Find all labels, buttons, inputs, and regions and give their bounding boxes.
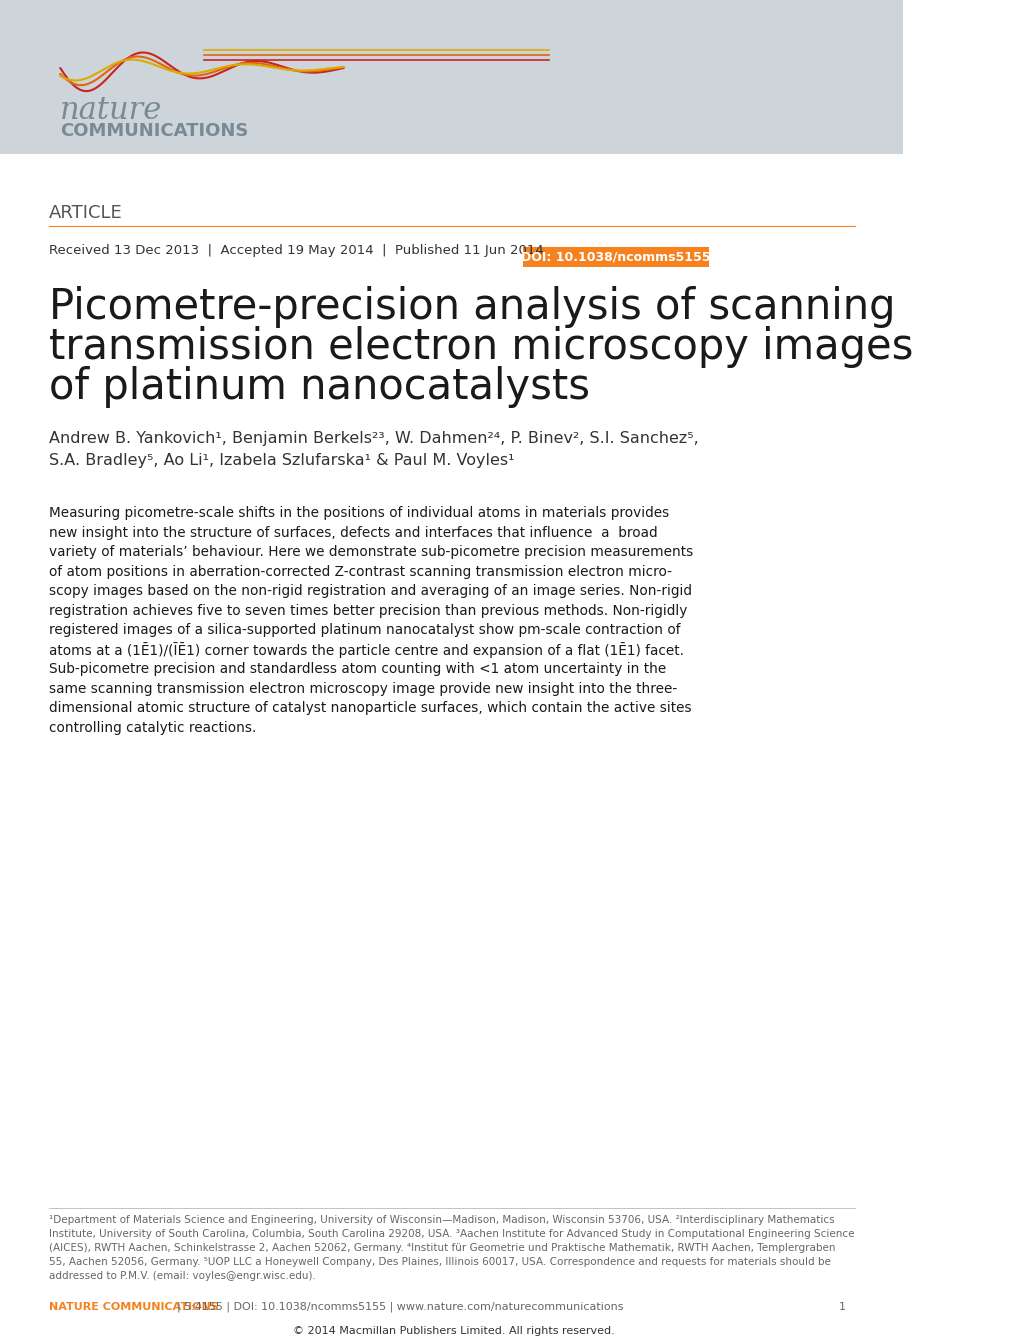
Text: transmission electron microscopy images: transmission electron microscopy images bbox=[49, 326, 912, 369]
Text: Received 13 Dec 2013  |  Accepted 19 May 2014  |  Published 11 Jun 2014: Received 13 Dec 2013 | Accepted 19 May 2… bbox=[49, 244, 543, 257]
FancyBboxPatch shape bbox=[522, 247, 708, 267]
Text: DOI: 10.1038/ncomms5155: DOI: 10.1038/ncomms5155 bbox=[521, 251, 709, 264]
Text: registered images of a silica-supported platinum nanocatalyst show pm-scale cont: registered images of a silica-supported … bbox=[49, 623, 680, 636]
Text: controlling catalytic reactions.: controlling catalytic reactions. bbox=[49, 721, 256, 734]
Text: new insight into the structure of surfaces, defects and interfaces that influenc: new insight into the structure of surfac… bbox=[49, 525, 656, 540]
Text: Andrew B. Yankovich¹, Benjamin Berkels²³, W. Dahmen²⁴, P. Binev², S.I. Sanchez⁵,: Andrew B. Yankovich¹, Benjamin Berkels²³… bbox=[49, 431, 698, 446]
Text: dimensional atomic structure of catalyst nanoparticle surfaces, which contain th: dimensional atomic structure of catalyst… bbox=[49, 701, 691, 716]
Text: COMMUNICATIONS: COMMUNICATIONS bbox=[60, 122, 249, 139]
Text: S.A. Bradley⁵, Ao Li¹, Izabela Szlufarska¹ & Paul M. Voyles¹: S.A. Bradley⁵, Ao Li¹, Izabela Szlufarsk… bbox=[49, 453, 514, 468]
Text: Picometre-precision analysis of scanning: Picometre-precision analysis of scanning bbox=[49, 285, 895, 328]
Text: scopy images based on the non-rigid registration and averaging of an image serie: scopy images based on the non-rigid regi… bbox=[49, 584, 691, 598]
Text: of atom positions in aberration-corrected Z-contrast scanning transmission elect: of atom positions in aberration-correcte… bbox=[49, 564, 672, 579]
Text: ¹Department of Materials Science and Engineering, University of Wisconsin—Madiso: ¹Department of Materials Science and Eng… bbox=[49, 1215, 853, 1281]
Text: ARTICLE: ARTICLE bbox=[49, 204, 122, 222]
FancyBboxPatch shape bbox=[0, 154, 903, 1340]
Text: © 2014 Macmillan Publishers Limited. All rights reserved.: © 2014 Macmillan Publishers Limited. All… bbox=[292, 1327, 613, 1336]
Text: NATURE COMMUNICATIONS: NATURE COMMUNICATIONS bbox=[49, 1302, 218, 1312]
Text: 1: 1 bbox=[838, 1302, 845, 1312]
FancyBboxPatch shape bbox=[0, 0, 903, 154]
Text: nature: nature bbox=[60, 95, 162, 126]
Text: Sub-picometre precision and standardless atom counting with <1 atom uncertainty : Sub-picometre precision and standardless… bbox=[49, 662, 665, 675]
Text: variety of materials’ behaviour. Here we demonstrate sub-picometre precision mea: variety of materials’ behaviour. Here we… bbox=[49, 545, 692, 559]
Text: | 5:4155 | DOI: 10.1038/ncomms5155 | www.nature.com/naturecommunications: | 5:4155 | DOI: 10.1038/ncomms5155 | www… bbox=[177, 1301, 623, 1312]
Text: registration achieves five to seven times better precision than previous methods: registration achieves five to seven time… bbox=[49, 603, 687, 618]
Text: same scanning transmission electron microscopy image provide new insight into th: same scanning transmission electron micr… bbox=[49, 682, 677, 695]
Text: atoms at a (1Ē1)/(ĪĒ1) corner towards the particle centre and expansion of a fla: atoms at a (1Ē1)/(ĪĒ1) corner towards th… bbox=[49, 642, 683, 658]
Text: of platinum nanocatalysts: of platinum nanocatalysts bbox=[49, 366, 589, 407]
Text: Measuring picometre-scale shifts in the positions of individual atoms in materia: Measuring picometre-scale shifts in the … bbox=[49, 507, 668, 520]
